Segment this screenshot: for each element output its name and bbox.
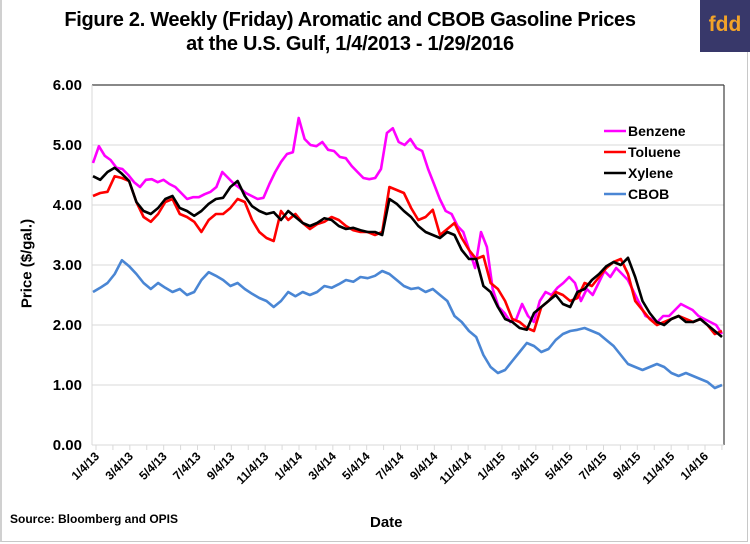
x-tick-label: 1/4/16 — [678, 449, 712, 483]
x-tick-label: 7/4/14 — [373, 449, 407, 483]
x-tick-label: 1/4/14 — [272, 449, 306, 483]
x-tick-label: 3/4/13 — [102, 449, 136, 483]
y-tick-label: 6.00 — [53, 77, 82, 94]
x-tick-label: 11/4/13 — [234, 449, 272, 487]
legend-label-toluene: Toluene — [628, 144, 681, 160]
x-tick-label: 9/4/13 — [204, 449, 238, 483]
x-tick-label: 7/4/13 — [170, 449, 204, 483]
chart-title-line-1: Figure 2. Weekly (Friday) Aromatic and C… — [64, 9, 636, 31]
series-line-toluene — [92, 174, 723, 336]
legend-label-benzene: Benzene — [628, 123, 686, 139]
x-tick-label: 9/4/14 — [407, 449, 441, 483]
x-tick-label: 3/4/15 — [508, 449, 542, 483]
x-tick-label: 5/4/14 — [339, 449, 373, 483]
y-tick-label: 3.00 — [53, 257, 82, 274]
y-tick-label: 1.00 — [53, 377, 82, 394]
series-line-xylene — [92, 166, 723, 338]
series-line-cbob — [92, 258, 723, 390]
x-tick-label: 9/4/15 — [610, 449, 644, 483]
x-tick-label: 5/4/15 — [542, 449, 576, 483]
x-tick-label: 11/4/15 — [640, 449, 678, 487]
fdd-logo: fdd — [700, 0, 750, 52]
y-tick-label: 0.00 — [53, 437, 82, 454]
y-tick-label: 4.00 — [53, 197, 82, 214]
y-tick-label: 2.00 — [53, 317, 82, 334]
x-tick-label: 1/4/15 — [475, 449, 509, 483]
source-note: Source: Bloomberg and OPIS — [10, 512, 179, 526]
x-tick-label: 11/4/14 — [437, 449, 475, 487]
x-axis-label: Date — [370, 514, 403, 531]
x-tick-label: 1/4/13 — [69, 449, 103, 483]
series-line-benzene — [91, 116, 724, 335]
x-tick-label: 3/4/14 — [305, 449, 339, 483]
chart-title: Figure 2. Weekly (Friday) Aromatic and C… — [30, 8, 670, 56]
legend-label-cbob: CBOB — [628, 186, 669, 202]
x-tick-label: 5/4/13 — [136, 449, 170, 483]
legend-label-xylene: Xylene — [628, 165, 673, 181]
y-tick-label: 5.00 — [53, 137, 82, 154]
x-tick-label: 7/4/15 — [576, 449, 610, 483]
chart-title-line-2: at the U.S. Gulf, 1/4/2013 - 1/29/2016 — [186, 33, 514, 55]
